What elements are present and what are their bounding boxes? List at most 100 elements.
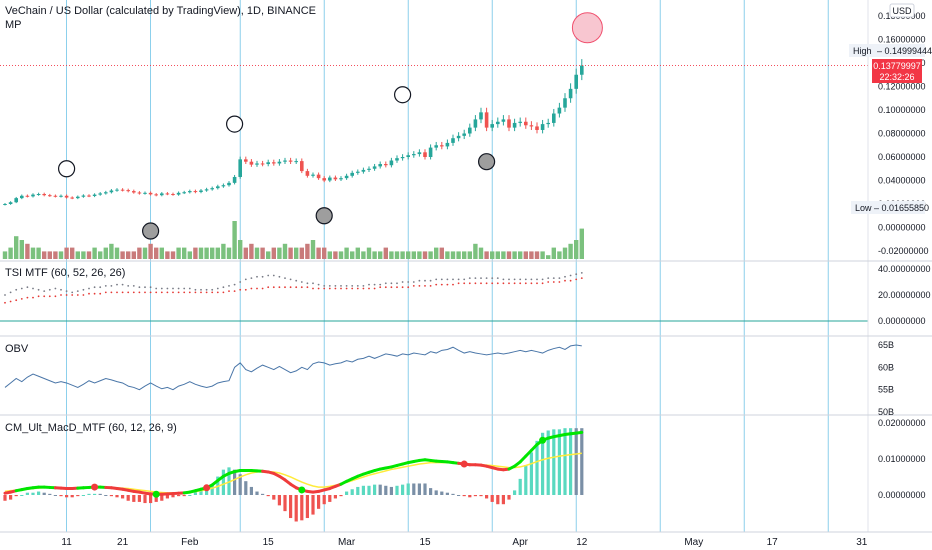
time-axis[interactable]: 11 21 Feb 15 Mar 15 Apr 12 May 17 31 [61,537,867,548]
macd-pane[interactable] [3,428,584,522]
tsi-slow-point [547,281,550,283]
macd-histogram-bar [311,495,315,515]
candle-body [109,190,114,193]
tsi-slow-point [37,295,40,298]
tsi-fast-point [373,283,376,286]
macd-histogram-bar [65,495,69,498]
tsi-slow-point [340,287,342,290]
volume-bar [8,247,13,259]
volume-bar [445,251,450,259]
volume-bar [540,251,545,259]
volume-bar [131,251,136,259]
tsi-fast-point [564,275,566,278]
tsi-fast-point [26,286,29,289]
macd-histogram-bar [93,493,97,495]
high-value: – 0.14999444 [877,46,932,56]
tsi-fast-point [502,278,505,281]
tsi-fast-point [300,281,303,283]
macd-histogram-bar [14,495,18,497]
candle-body [8,202,13,204]
tsi-fast-point [457,278,460,281]
macd-cross-marker [91,483,99,491]
tsi-slow-point [306,286,309,289]
macd-cross-marker [203,484,211,492]
volume-bar [58,251,64,259]
macd-histogram-bar [154,495,158,502]
tsi-slow-point [26,296,29,299]
macd-histogram-bar [272,495,276,500]
obv-line [4,344,582,391]
tsi-fast-point [463,278,466,281]
obv-tick-label: 60B [878,362,894,372]
macd-histogram-bar [48,493,52,495]
macd-histogram-bar [165,495,169,499]
macd-histogram-bar [423,483,427,495]
tsi-slow-point [289,286,292,289]
tsi-slow-point [362,287,365,290]
tsi-slow-point [278,286,281,289]
candle-body [126,190,130,192]
low-badge [851,201,925,214]
volume-bar [378,251,383,259]
tsi-fast-point [4,294,6,296]
candle-body [14,198,18,203]
macd-histogram-bar [473,495,477,497]
axis-layer: 0.180000000.160000000.140000000.12000000… [878,11,931,500]
tsi-slow-point [480,282,482,285]
tsi-slow-point [580,277,583,279]
tsi-slow-point [323,287,326,290]
tsi-slow-point [396,286,398,289]
volume-bar [288,247,293,259]
tsi-slow-point [496,282,499,285]
candle-body [507,119,511,128]
candle-body [221,185,226,187]
time-axis-label: May [684,537,703,548]
candle-body [76,196,80,199]
volume-bar [506,251,512,259]
tsi-fast-point [328,285,331,287]
obv-pane[interactable] [4,344,582,391]
macd-histogram-bar [345,491,349,495]
tsi-slow-point [200,291,202,294]
candle-body [333,177,338,180]
tsi-fast-point [401,281,404,283]
candle-body [143,192,147,194]
tsi-fast-point [48,288,51,291]
tsi-pane[interactable] [0,272,868,322]
currency-badge[interactable] [889,3,915,18]
macd-histogram-bar [507,495,511,500]
candle-body [356,171,360,173]
candle-body [350,172,354,176]
candle-body [344,175,349,179]
macd-histogram-bar [361,485,365,495]
macd-histogram-bar [317,495,321,509]
tsi-fast-point [121,283,124,286]
volume-bar [14,236,19,259]
macd-histogram-bar [109,495,113,497]
volume-bar [103,247,108,259]
candle-body [529,125,534,127]
tsi-fast-point [211,288,214,291]
candle-body [406,155,410,157]
time-axis-label: 21 [117,537,129,548]
macd-histogram-bar [193,491,197,495]
candle-body [501,119,506,122]
tsi-fast-point [295,279,298,282]
tsi-fast-point [491,277,494,279]
volume-bar [344,247,349,259]
candle-body [137,192,142,194]
macd-histogram-bar [81,495,85,496]
volume-bar [462,251,467,259]
macd-histogram-bar [529,452,533,495]
candle-body [552,113,556,123]
tsi-slow-point [32,296,34,299]
candle-body [305,171,310,176]
tsi-fast-point [362,285,365,287]
volume-bar [478,247,484,259]
macd-histogram-bar [462,495,466,497]
candle-body [417,152,422,155]
price-pane[interactable] [0,12,868,259]
tsi-slow-point [261,287,264,290]
macd-histogram-bar [255,491,259,495]
